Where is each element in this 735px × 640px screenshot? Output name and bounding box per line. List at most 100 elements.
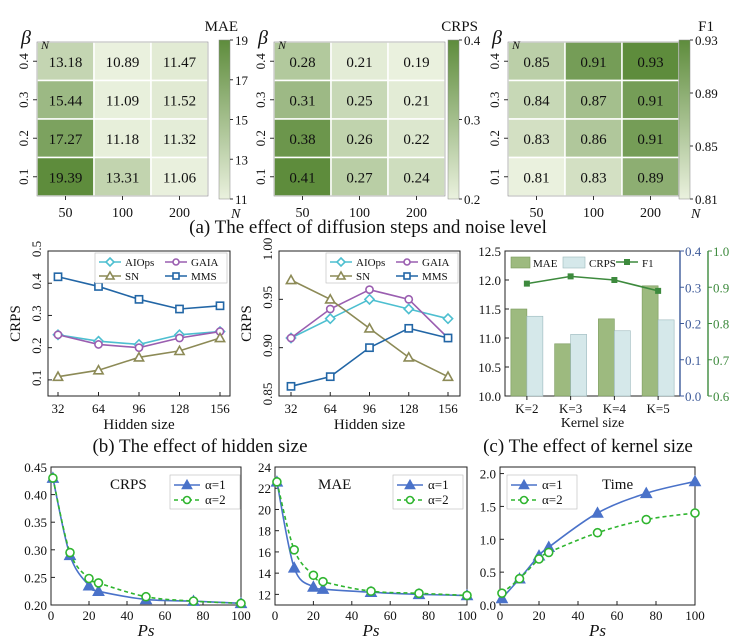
y-tick-label: 0.25 xyxy=(24,570,47,585)
colorbar-tick-label: 13 xyxy=(235,152,248,167)
bar-crps xyxy=(614,330,631,397)
data-point xyxy=(94,282,103,291)
y-tick-label: 1.00 xyxy=(260,238,275,261)
y-tick-label: 0.2 xyxy=(253,130,268,146)
data-point xyxy=(82,579,96,591)
f1-point xyxy=(567,273,574,280)
bar-mae xyxy=(641,285,659,397)
heatmap-cell-label: 11.09 xyxy=(106,93,139,109)
legend-label: CRPS xyxy=(589,258,616,270)
bar-crps xyxy=(657,319,675,397)
y-tick-label-mae: 12.5 xyxy=(478,244,501,259)
colorbar-tick-label: 19 xyxy=(235,33,248,48)
data-point xyxy=(53,330,63,340)
y-tick-label: 0.5 xyxy=(480,565,496,580)
legend-label: α=2 xyxy=(428,492,449,507)
ps_crps-group: 0.20 0.25 0.30 0.35 0.40 0.45 0 20 40 60 80 100 Ps CR… xyxy=(24,460,251,640)
chart-title: MAE xyxy=(318,477,351,493)
data-point xyxy=(462,590,472,601)
data-point xyxy=(318,576,328,587)
data-point xyxy=(324,312,336,325)
data-point xyxy=(48,473,58,483)
ps_time-group: 0.0 0.5 1.0 1.5 2.0 0 20 40 60 80 100 Ps Time α=1α=2 xyxy=(480,466,705,640)
data-point xyxy=(104,256,116,268)
bar-crps xyxy=(526,315,544,397)
x-tick-label: 64 xyxy=(92,401,106,416)
y-axis-label-sub: N xyxy=(40,38,50,52)
x-tick-label: 96 xyxy=(133,401,147,416)
y-tick-label-crps: 0.1 xyxy=(685,353,701,368)
heatmap-cell xyxy=(387,118,446,159)
y-tick-label-mae: 11.0 xyxy=(479,331,501,346)
heat_crps-group: 0.28 0.21 0.190.31 0.25 0.210.38 0.26 0.220.41… xyxy=(253,19,481,221)
data-point xyxy=(519,495,529,505)
legend-label: α=1 xyxy=(428,477,449,492)
heatmap-cell-label: 0.22 xyxy=(403,132,429,148)
heatmap-cell-label: 10.89 xyxy=(106,55,140,71)
plot-frame xyxy=(50,466,242,606)
y-tick-label: 0.4 xyxy=(253,53,268,70)
x-tick-label: 156 xyxy=(210,401,230,416)
heatmap-cell-label: 0.83 xyxy=(523,132,549,148)
y-tick-label-f1: 0.6 xyxy=(713,389,730,404)
x-tick-label: 20 xyxy=(83,608,96,623)
y-tick-label: 0.0 xyxy=(480,598,496,613)
legend-label: SN xyxy=(125,271,139,283)
y-tick-label: 0.5 xyxy=(29,241,44,257)
heatmap-cell xyxy=(564,79,623,120)
data-point xyxy=(272,477,282,487)
data-point xyxy=(94,340,103,349)
legend: AIOps GAIA SN MMS xyxy=(94,252,228,284)
x-tick-label: 40 xyxy=(572,608,585,623)
heatmap-cell-label: 11.52 xyxy=(163,93,196,109)
y-tick-label: 0.30 xyxy=(24,543,47,558)
legend-label: α=1 xyxy=(542,477,563,492)
y-tick-label: 0.90 xyxy=(260,334,275,357)
data-point xyxy=(443,333,453,343)
heatmap-cell-label: 0.83 xyxy=(580,170,606,186)
heatmap-cell-label: 0.24 xyxy=(403,170,430,186)
colorbar-tick-label: 0.3 xyxy=(464,113,480,128)
x-tick-label: 200 xyxy=(169,206,190,221)
y-tick-label: 1.5 xyxy=(480,499,496,514)
y-tick-label: 0.40 xyxy=(24,488,47,503)
legend-label: MMS xyxy=(191,271,217,283)
y-tick-label-crps: 0.2 xyxy=(685,317,701,332)
x-axis-label: Hidden size xyxy=(103,417,175,433)
data-point xyxy=(104,270,116,280)
y-tick-label: 2.0 xyxy=(480,467,496,482)
data-point xyxy=(134,343,144,353)
legend-label: α=2 xyxy=(542,492,563,507)
hidden_crps2-group: 0.85 0.90 0.95 1.00 32 64 96 128 156 Hidden size C… xyxy=(239,238,461,433)
x-axis-label: Kernel size xyxy=(561,416,624,431)
x-tick-label: K=4 xyxy=(603,401,627,416)
x-tick-label: 20 xyxy=(533,608,546,623)
data-point xyxy=(543,547,554,558)
x-tick-label: 40 xyxy=(345,608,358,623)
heatmap-cell-label: 0.21 xyxy=(346,55,372,71)
y-axis-label-sub: N xyxy=(277,38,287,52)
heatmap-cell xyxy=(564,118,623,159)
heatmap-cell-label: 11.32 xyxy=(163,132,196,148)
heatmap-cell-label: 0.28 xyxy=(289,55,315,71)
f1-point xyxy=(611,277,618,283)
f1-point xyxy=(523,280,530,287)
legend: α=1α=2 xyxy=(506,474,578,510)
x-tick-label: 96 xyxy=(363,401,377,416)
legend-swatch-crps xyxy=(562,256,586,269)
y-tick-label: 0.2 xyxy=(16,130,31,146)
heatmap-cell xyxy=(507,79,566,120)
heatmap-cell-label: 0.91 xyxy=(637,132,663,148)
y-tick-label: 0.35 xyxy=(24,515,47,530)
chart-title: CRPS xyxy=(110,477,147,493)
data-point xyxy=(404,294,414,304)
heatmap-cell-label: 0.86 xyxy=(580,132,607,148)
heat_f1-group: 0.85 0.91 0.93 0.84 0.87 0.91 0.83 0.86 0.91 0.81… xyxy=(487,19,718,222)
heatmap-cell-label: 0.81 xyxy=(523,170,549,186)
y-tick-label: 0.95 xyxy=(260,286,275,309)
y-tick-label-mae: 11.5 xyxy=(479,302,501,317)
data-point xyxy=(181,478,193,490)
plot-frame xyxy=(274,466,468,606)
heatmap-cell-label: 0.85 xyxy=(523,55,549,71)
x-tick-label: 100 xyxy=(583,206,604,221)
